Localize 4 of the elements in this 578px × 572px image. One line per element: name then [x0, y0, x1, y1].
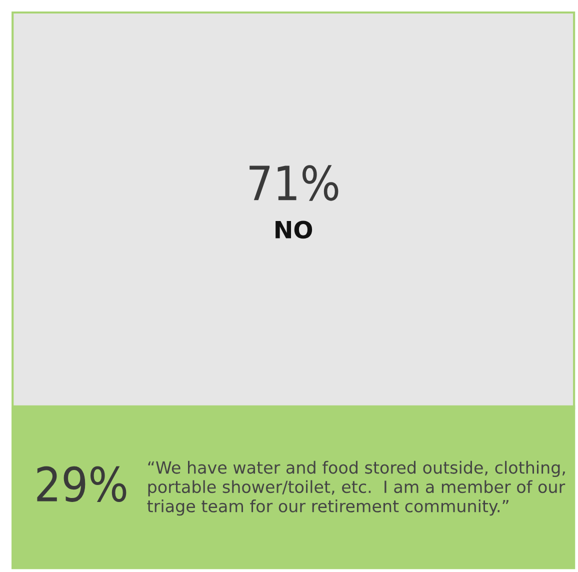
series-label: NO: [276, 220, 312, 239]
annotation: “We have water and food stored outside, clothing, portable shower/toilet, etc. I am a member of our triage team for our retirement community.”: [147, 460, 566, 516]
data-label: 29%: [37, 466, 126, 502]
data-label: 71%: [250, 165, 338, 201]
